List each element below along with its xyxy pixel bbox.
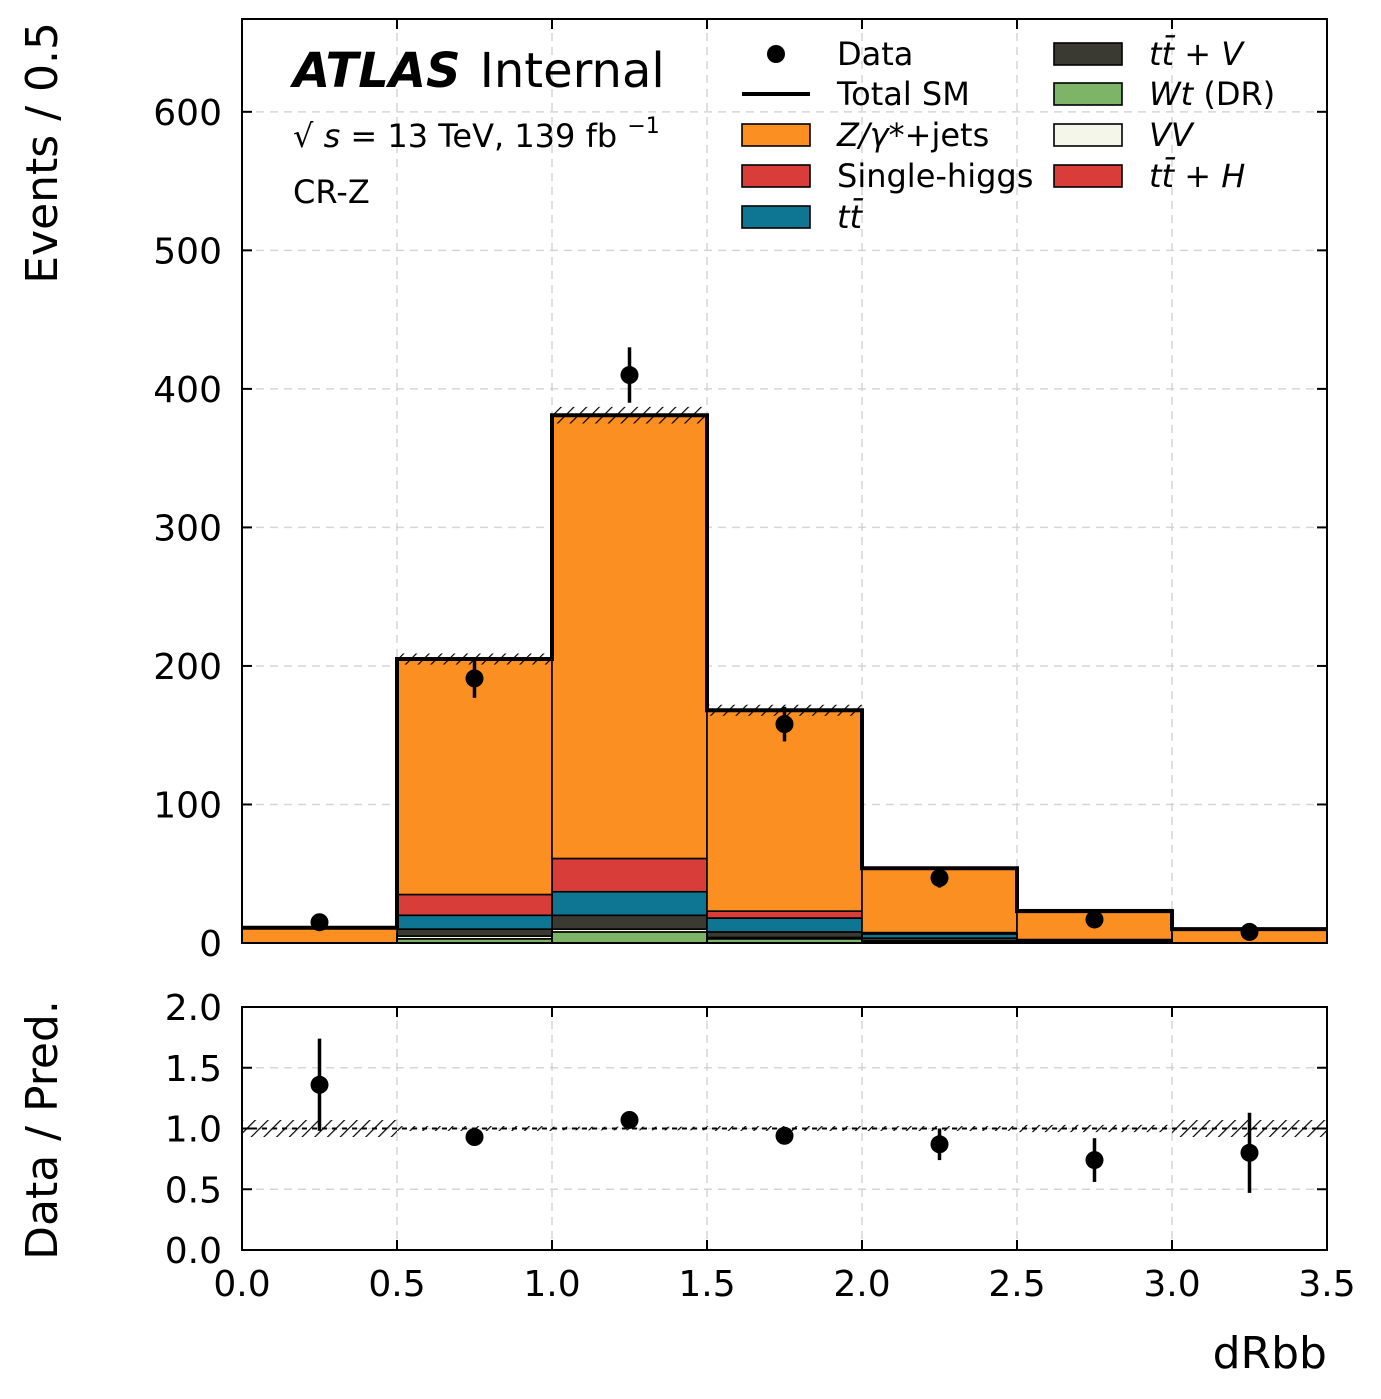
stack-bar xyxy=(396,928,553,937)
stack-bar xyxy=(551,931,708,944)
stack-bar xyxy=(551,890,708,917)
stack-bar xyxy=(396,893,553,917)
data-point xyxy=(310,913,329,932)
legend-swatch xyxy=(1053,164,1123,188)
legend-entry: Total SM xyxy=(742,75,970,113)
main-y-tick-label: 600 xyxy=(153,93,222,134)
stack-bar xyxy=(706,931,863,939)
x-tick-label: 0.0 xyxy=(213,1264,270,1305)
main-y-tick-label: 300 xyxy=(153,508,222,549)
ratio-point xyxy=(775,1126,794,1145)
stack-bar xyxy=(551,857,708,893)
legend-entry-label: tt̄ + V xyxy=(1149,34,1245,73)
data-point xyxy=(620,366,639,385)
legend-entry-label: tt̄ xyxy=(837,197,864,236)
ratio-point xyxy=(620,1110,639,1129)
stack-bar xyxy=(551,414,708,860)
main-y-axis-title: Events / 0.5 xyxy=(17,22,68,284)
ratio-point xyxy=(1085,1151,1104,1170)
stack-bar xyxy=(706,917,863,933)
legend-swatch xyxy=(741,205,811,229)
stack-bar xyxy=(551,914,708,930)
region-label: CR-Z xyxy=(293,173,370,211)
legend-entry: Single-higgs xyxy=(741,157,1033,195)
data-point xyxy=(930,868,949,887)
x-tick-label: 3.5 xyxy=(1298,1264,1355,1305)
lumi-exponent: −1 xyxy=(627,114,659,139)
ratio-y-tick-label: 1.5 xyxy=(165,1049,222,1090)
legend-entry: Z/γ*+jets xyxy=(741,116,989,154)
atlas-label: ATLAS Internal xyxy=(289,43,665,99)
legend-entry: VV xyxy=(1053,116,1195,154)
energy-sqrt-symbol: √ xyxy=(293,117,314,155)
x-axis-title: dRbb xyxy=(1213,1328,1327,1379)
main-axes-frame xyxy=(241,18,1328,944)
main-y-tick-label: 500 xyxy=(153,231,222,272)
main-y-tick-label: 0 xyxy=(199,924,222,965)
legend-swatch xyxy=(741,123,811,147)
ratio-y-tick-label: 1.0 xyxy=(165,1110,222,1151)
atlas-experiment: ATLAS xyxy=(289,43,461,99)
ratio-y-tick-label: 0.0 xyxy=(165,1231,222,1272)
legend-entry-label: tt̄ + H xyxy=(1149,156,1245,195)
legend-entry-label: Single-higgs xyxy=(837,157,1033,195)
atlas-status: Internal xyxy=(480,43,665,99)
legend-swatch xyxy=(1053,42,1123,66)
legend-entry: Data xyxy=(767,35,913,73)
stack-bar xyxy=(706,709,863,912)
legend-entry: Wt (DR) xyxy=(1053,75,1275,113)
ratio-points xyxy=(310,1038,1259,1193)
x-tick-label: 0.5 xyxy=(368,1264,425,1305)
legend-entry: tt̄ + V xyxy=(1053,34,1245,73)
x-tick-label: 1.5 xyxy=(678,1264,735,1305)
legend-entry-label: Data xyxy=(837,35,913,73)
main-panel: 0 100 200 300 400 500 600 Events / 0.5 ATLAS I… xyxy=(17,18,1328,965)
energy-lumi-label: √ s = 13 TeV, 139 fb −1 xyxy=(293,114,660,155)
legend-entry-label: VV xyxy=(1149,116,1195,154)
data-point xyxy=(1085,910,1104,929)
main-y-tick-label: 100 xyxy=(153,785,222,826)
ratio-point xyxy=(310,1075,329,1094)
energy-s-symbol: s xyxy=(324,117,341,155)
stack-bar xyxy=(706,910,863,919)
ratio-point xyxy=(930,1135,949,1154)
legend-swatch xyxy=(741,164,811,188)
stack-bar xyxy=(396,914,553,930)
data-points xyxy=(310,347,1259,941)
ratio-panel: 0.0 0.5 1.0 1.5 2.0 2.5 3.0 3.50.00.51.01.52.0 … xyxy=(17,988,1356,1379)
ratio-y-axis-title: Data / Pred. xyxy=(17,1000,68,1260)
legend-entry: tt̄ xyxy=(741,197,864,236)
data-point xyxy=(1240,922,1259,941)
ratio-point xyxy=(465,1128,484,1147)
x-tick-label: 1.0 xyxy=(523,1264,580,1305)
ratio-axis-ticks: 0.0 0.5 1.0 1.5 2.0 2.5 3.0 3.5 0.0 0.5 1.0 1.5 2.0 xyxy=(165,988,1356,1305)
x-tick-label: 2.0 xyxy=(833,1264,890,1305)
x-tick-label: 3.0 xyxy=(1143,1264,1200,1305)
ratio-y-tick-label: 0.5 xyxy=(165,1170,222,1211)
legend-entry-label: Z/γ*+jets xyxy=(836,116,989,154)
legend-entry-label: Wt (DR) xyxy=(1149,75,1275,113)
legend-swatch xyxy=(1053,82,1123,106)
legend-entry-label: Total SM xyxy=(836,75,970,113)
main-y-tick-label: 400 xyxy=(153,370,222,411)
data-point xyxy=(775,715,794,734)
x-tick-label: 2.5 xyxy=(988,1264,1045,1305)
main-y-tick-label: 200 xyxy=(153,647,222,688)
data-point xyxy=(465,669,484,688)
energy-lumi-text: = 13 TeV, 139 fb xyxy=(350,117,617,155)
main-axis-ticks: 0 100 200 300 400 500 600 xyxy=(153,19,1328,965)
legend-swatch xyxy=(1053,123,1123,147)
ratio-y-tick-label: 2.0 xyxy=(165,988,222,1029)
legend-data-marker xyxy=(767,45,785,63)
ratio-point xyxy=(1240,1143,1259,1162)
legend-entry: tt̄ + H xyxy=(1053,156,1245,195)
